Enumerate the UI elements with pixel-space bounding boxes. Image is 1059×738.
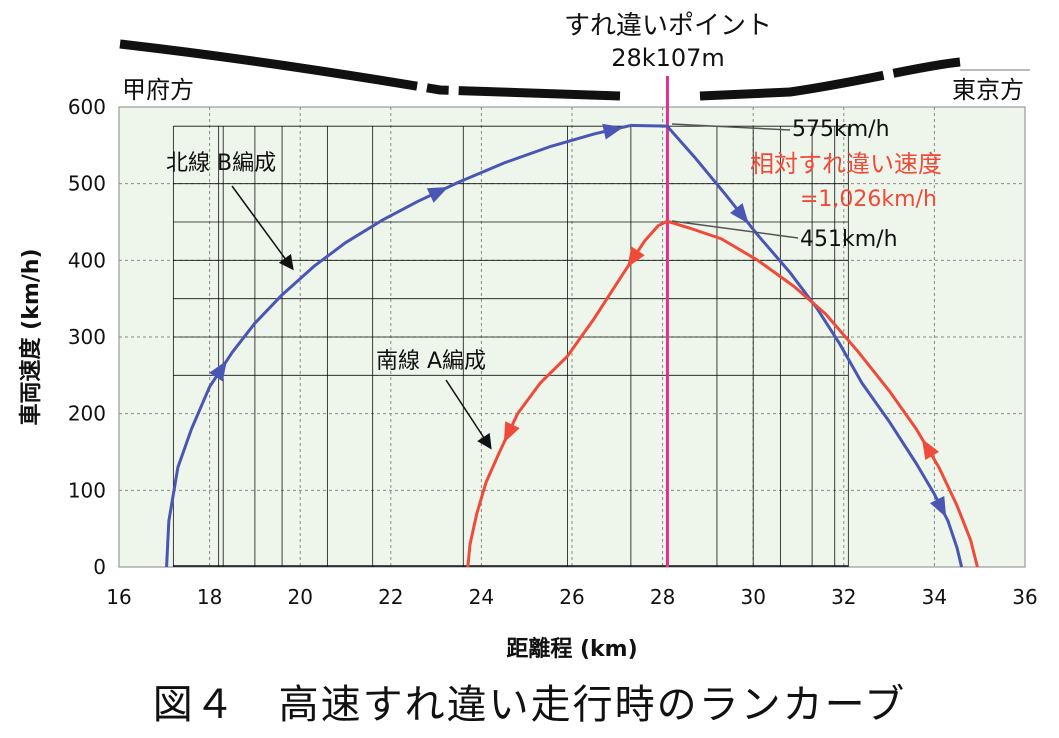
direction-arrow bbox=[426, 187, 449, 203]
annotation-451: 451km/h bbox=[800, 227, 898, 252]
direction-arrow-shape bbox=[730, 203, 749, 224]
y-tick-label: 600 bbox=[68, 95, 106, 119]
series-layer bbox=[165, 123, 979, 568]
direction-arrow bbox=[602, 123, 624, 140]
direction-arrow bbox=[627, 246, 645, 268]
y-tick-label: 300 bbox=[68, 325, 106, 349]
x-axis-label: 距離程 (km) bbox=[506, 636, 637, 662]
x-tick-label: 36 bbox=[1012, 585, 1037, 609]
y-tick-label: 500 bbox=[68, 172, 106, 196]
x-tick-label: 20 bbox=[287, 585, 312, 609]
track-profile bbox=[119, 39, 1030, 101]
series-line-0 bbox=[165, 123, 964, 568]
direction-arrow bbox=[209, 360, 227, 382]
series-line-1 bbox=[466, 219, 979, 568]
x-tick-label: 26 bbox=[559, 585, 584, 609]
series-label-south: 南線 A編成 bbox=[376, 349, 486, 374]
x-tick-label: 16 bbox=[106, 585, 131, 609]
y-tick-label: 100 bbox=[68, 478, 106, 502]
x-tick-label: 34 bbox=[922, 585, 947, 609]
run-curve-chart: 16 18 20 22 24 26 28 30 32 34 36 0 100 200 300 400 500 6… bbox=[18, 11, 1038, 662]
x-tick-label: 24 bbox=[469, 585, 494, 609]
direction-right: 東京方 bbox=[952, 76, 1024, 104]
track-left bbox=[119, 39, 621, 101]
leader-575 bbox=[671, 123, 791, 131]
annotation-575: 575km/h bbox=[792, 117, 890, 142]
direction-arrow bbox=[503, 421, 520, 443]
y-tick-label: 0 bbox=[93, 555, 106, 579]
passing-point-title: すれ違いポイント bbox=[564, 11, 772, 41]
leader-south bbox=[445, 379, 492, 450]
leader-north bbox=[231, 185, 294, 271]
direction-arrow-shape bbox=[929, 495, 947, 518]
leader-451 bbox=[671, 220, 799, 239]
direction-arrow-shape bbox=[426, 187, 449, 203]
y-tick-label: 400 bbox=[68, 248, 106, 272]
annotation-relative-title: 相対すれ違い速度 bbox=[750, 150, 942, 178]
x-tick-label: 22 bbox=[378, 585, 403, 609]
figure-caption: 図４ 高速すれ違い走行時のランカーブ bbox=[152, 682, 907, 728]
x-tick-label: 18 bbox=[197, 585, 222, 609]
x-tick-label: 28 bbox=[650, 585, 675, 609]
direction-arrow bbox=[730, 203, 749, 224]
direction-left: 甲府方 bbox=[122, 76, 194, 104]
passing-point-label: 28k107m bbox=[611, 44, 725, 72]
direction-arrow-shape bbox=[209, 360, 227, 382]
direction-arrow bbox=[929, 495, 947, 518]
direction-arrow-shape bbox=[503, 421, 520, 443]
track-right bbox=[699, 57, 961, 101]
y-tick-labels: 0 100 200 300 400 500 600 bbox=[68, 95, 106, 579]
direction-arrow bbox=[922, 438, 940, 460]
x-tick-labels: 16 18 20 22 24 26 28 30 32 34 36 bbox=[106, 585, 1037, 609]
y-tick-label: 200 bbox=[68, 402, 106, 426]
series-label-north: 北線 B編成 bbox=[166, 151, 276, 176]
direction-arrow-shape bbox=[602, 123, 624, 140]
x-tick-label: 30 bbox=[740, 585, 765, 609]
direction-arrow-shape bbox=[922, 438, 940, 460]
direction-arrow-shape bbox=[627, 246, 645, 268]
annotation-relative-value: =1,026km/h bbox=[800, 187, 937, 212]
x-tick-label: 32 bbox=[831, 585, 856, 609]
y-axis-label: 車両速度 (km/h) bbox=[18, 248, 44, 425]
